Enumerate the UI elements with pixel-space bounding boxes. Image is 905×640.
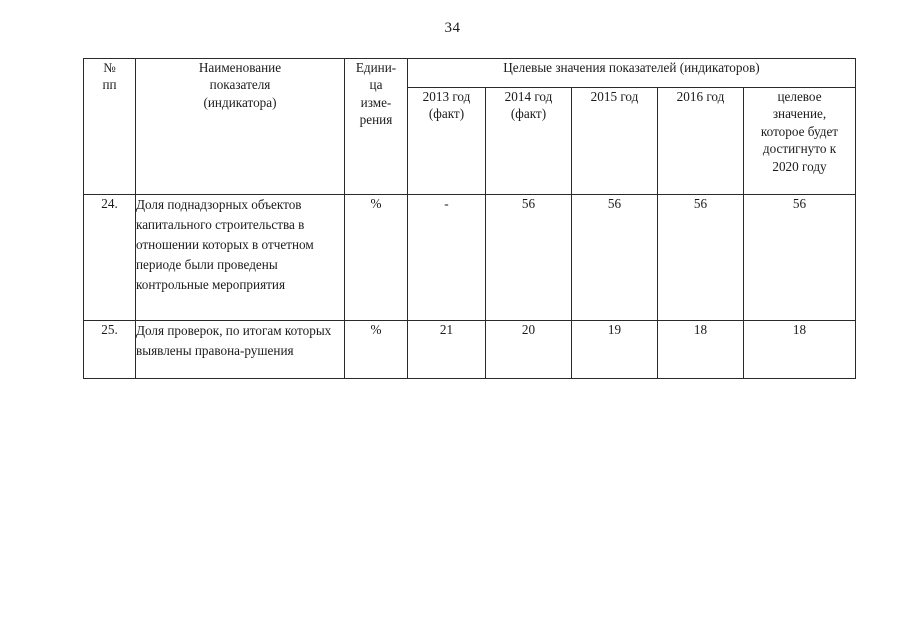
row-value-2015: 19: [571, 320, 658, 379]
column-header-2013: 2013 год (факт): [407, 87, 486, 195]
column-header-2014: 2014 год (факт): [485, 87, 572, 195]
row-value-2014: 56: [485, 194, 572, 321]
indicators-table: № пп Наименование показателя (индикатора…: [83, 58, 856, 379]
column-header-target-2020: целевое значение, которое будет достигну…: [743, 87, 856, 195]
row-value-target: 56: [743, 194, 856, 321]
table-header-row-sub: 2013 год (факт) 2014 год (факт) 2015 год…: [84, 87, 856, 195]
row-unit: %: [344, 194, 408, 321]
row-number: 25.: [83, 320, 136, 379]
row-value-2013: -: [407, 194, 486, 321]
column-header-indicator-name: Наименование показателя (индикатора): [135, 58, 345, 195]
column-header-target-values-group: Целевые значения показателей (индикаторо…: [407, 58, 856, 88]
column-header-2016: 2016 год: [657, 87, 744, 195]
column-header-number: № пп: [83, 58, 136, 195]
table-row: 24. Доля поднадзорных объектов капитальн…: [83, 194, 856, 321]
page-number: 34: [444, 20, 461, 36]
row-number: 24.: [83, 194, 136, 321]
table-header: № пп Наименование показателя (индикатора…: [83, 58, 856, 195]
row-value-target: 18: [743, 320, 856, 379]
table-row: 25. Доля проверок, по итогам которых выя…: [83, 320, 856, 379]
table-body: 24. Доля поднадзорных объектов капитальн…: [83, 194, 856, 379]
row-value-2015: 56: [571, 194, 658, 321]
column-header-2015: 2015 год: [571, 87, 658, 195]
row-unit: %: [344, 320, 408, 379]
row-value-2016: 18: [657, 320, 744, 379]
table-header-row-top: № пп Наименование показателя (индикатора…: [83, 58, 856, 195]
column-header-unit: Едини- ца изме- рения: [344, 58, 408, 195]
row-value-2016: 56: [657, 194, 744, 321]
row-value-2013: 21: [407, 320, 486, 379]
row-indicator-name: Доля проверок, по итогам которых выявлен…: [135, 320, 345, 379]
row-indicator-name: Доля поднадзорных объектов капитального …: [135, 194, 345, 321]
row-value-2014: 20: [485, 320, 572, 379]
